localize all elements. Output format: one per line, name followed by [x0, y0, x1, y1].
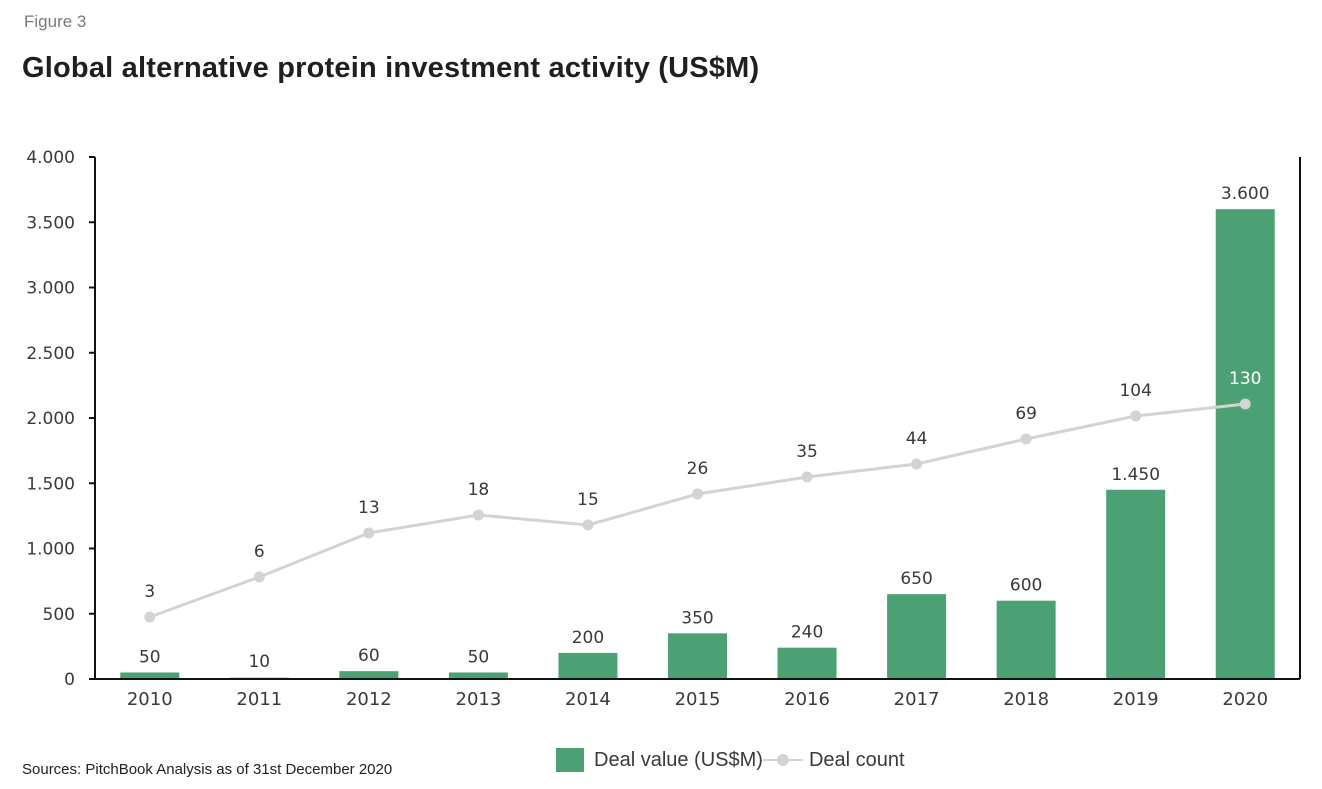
deal-count-line [149, 402, 1246, 619]
bar-value-label: 240 [791, 623, 823, 643]
legend-line-label: Deal count [808, 748, 905, 771]
x-tick-label: 2019 [1113, 689, 1159, 710]
line-value-label: 15 [577, 490, 599, 510]
legend: Deal value (US$M) Deal count [556, 748, 905, 772]
bar-2019 [1106, 489, 1166, 679]
bar-2013 [448, 672, 508, 679]
line-value-label: 13 [358, 498, 380, 518]
bar-2014 [558, 652, 618, 679]
x-tick-label: 2015 [675, 689, 721, 710]
bar-2012 [339, 671, 399, 679]
bar-value-label: 650 [900, 569, 932, 589]
source-note: Sources: PitchBook Analysis as of 31st D… [22, 761, 393, 778]
y-tick-label: 2.500 [26, 344, 75, 364]
axes: 0 500 1.000 1.500 2.000 2.500 3.000 3.500 4.000 2… [26, 148, 1301, 710]
bar-value-label: 10 [248, 652, 270, 672]
bar-value-label: 1.450 [1111, 465, 1160, 485]
bar-value-label: 350 [681, 608, 713, 628]
line-point-2010 [144, 611, 156, 623]
bar-series [120, 209, 1275, 679]
line-point-2012 [363, 527, 375, 539]
bar-value-label: 50 [468, 647, 490, 667]
line-point-2017 [911, 458, 923, 470]
y-tick-label: 500 [43, 605, 75, 625]
line-value-label: 35 [796, 442, 818, 462]
x-tick-label: 2013 [456, 689, 502, 710]
x-tick-label: 2011 [236, 689, 282, 710]
line-value-label: 104 [1119, 381, 1151, 401]
chart-title: Global alternative protein investment ac… [22, 52, 760, 84]
bar-2015 [668, 633, 727, 679]
y-tick-label: 2.000 [26, 409, 75, 429]
data-labels: 50 10 60 50 200 350 240 650 600 1.450 3.600 3 6 13 18 1… [139, 184, 1270, 672]
line-point-2019 [1130, 410, 1142, 422]
line-value-label: 6 [254, 542, 265, 562]
bar-2017 [887, 594, 947, 679]
bar-value-label: 60 [358, 646, 380, 666]
x-tick-label: 2010 [127, 689, 173, 710]
y-tick-label: 3.500 [26, 213, 75, 233]
legend-line-marker-icon [762, 748, 803, 772]
line-point-2020 [1239, 398, 1251, 410]
line-point-2015 [692, 488, 703, 500]
bar-2010 [120, 672, 180, 679]
y-tick-label: 4.000 [26, 148, 75, 168]
bar-value-label: 3.600 [1221, 184, 1270, 204]
line-point-2016 [801, 471, 813, 483]
legend-bar-swatch [556, 748, 584, 772]
x-tick-label: 2014 [565, 689, 611, 710]
y-tick-label: 0 [64, 670, 75, 690]
bar-2018 [996, 600, 1056, 679]
x-tick-label: 2016 [784, 689, 830, 710]
x-tick-label: 2020 [1222, 689, 1268, 710]
line-value-label: 69 [1015, 404, 1037, 424]
bar-2016 [777, 647, 837, 679]
line-point-2011 [253, 571, 265, 583]
line-value-label: 26 [687, 459, 709, 479]
bar-value-label: 600 [1010, 576, 1042, 596]
x-tick-label: 2012 [346, 689, 392, 710]
bar-value-label: 50 [139, 647, 161, 667]
legend-bar-label: Deal value (US$M) [594, 748, 763, 771]
x-tick-label: 2017 [894, 689, 940, 710]
line-value-label: 18 [468, 480, 490, 500]
bar-value-label: 200 [572, 628, 604, 648]
line-point-2013 [472, 509, 484, 521]
y-tick-label: 1.500 [26, 474, 75, 494]
x-tick-label: 2018 [1003, 689, 1049, 710]
line-value-label: 44 [906, 429, 928, 449]
y-tick-label: 3.000 [26, 279, 75, 299]
bar-2020 [1215, 209, 1275, 679]
y-tick-label: 1.000 [26, 540, 75, 560]
line-point-2018 [1020, 433, 1032, 445]
line-series [144, 398, 1251, 623]
line-value-label: 130 [1229, 369, 1261, 389]
line-value-label: 3 [144, 582, 155, 602]
line-point-2014 [582, 519, 594, 531]
figure-label: Figure 3 [24, 12, 87, 31]
